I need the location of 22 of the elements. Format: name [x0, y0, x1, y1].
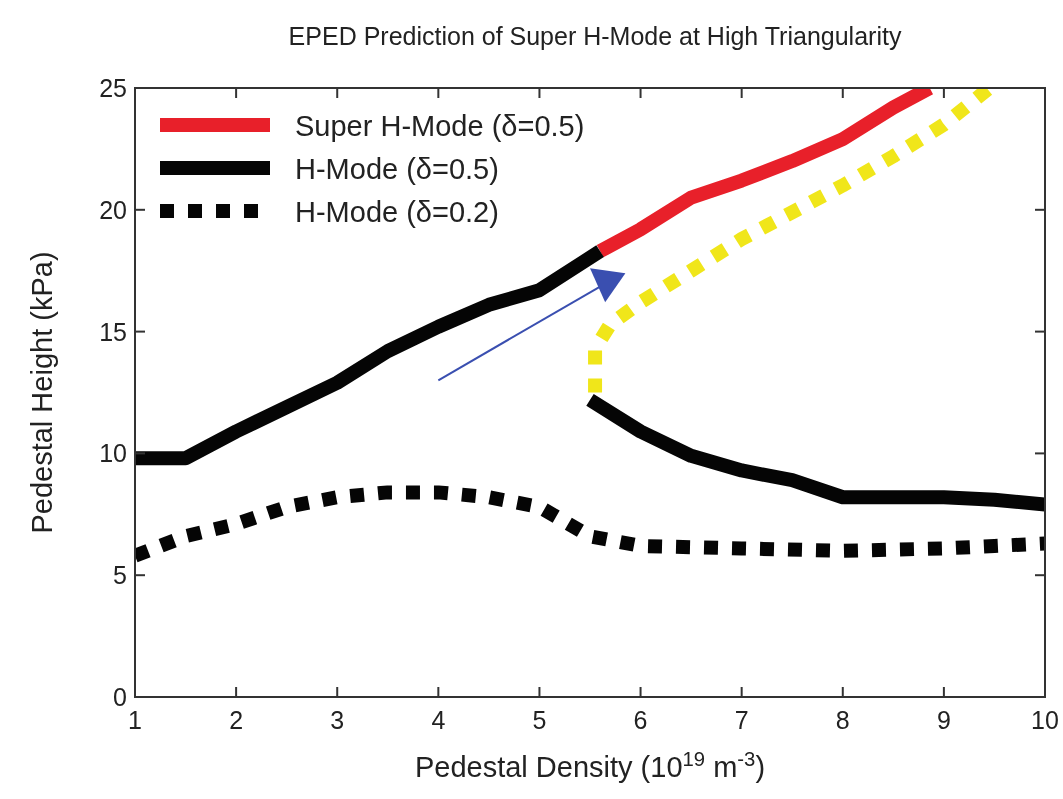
y-tick-label: 25	[99, 74, 127, 102]
x-axis-title: Pedestal Density (10$^{19}$ m$^{-3}$)	[414, 748, 766, 783]
chart-title: EPED Prediction of Super H-Mode at High Triangularity	[288, 22, 902, 50]
x-tick-label: 4	[431, 706, 446, 734]
x-tick-label: 9	[936, 706, 951, 734]
x-tick-label: 2	[229, 706, 244, 734]
x-tick-label: 3	[330, 706, 345, 734]
x-tick-label: 1	[128, 706, 142, 734]
x-tick-label: 5	[532, 706, 547, 734]
y-tick-label: 15	[99, 317, 127, 346]
x-tick-label: 6	[633, 706, 648, 734]
x-tick-label: 10	[1031, 706, 1059, 734]
y-tick-label: 5	[113, 561, 127, 590]
y-tick-label: 20	[99, 195, 127, 224]
y-tick-label: 10	[99, 439, 127, 468]
x-tick-label: 7	[734, 706, 749, 734]
y-axis-title: Pedestal Height (kPa)	[26, 251, 58, 534]
legend-label: H-Mode (δ=0.2)	[295, 196, 499, 228]
legend-label: Super H-Mode (δ=0.5)	[295, 110, 585, 142]
y-tick-label: 0	[113, 683, 127, 711]
x-tick-label: 8	[835, 706, 850, 734]
legend-label: H-Mode (δ=0.5)	[295, 153, 499, 185]
